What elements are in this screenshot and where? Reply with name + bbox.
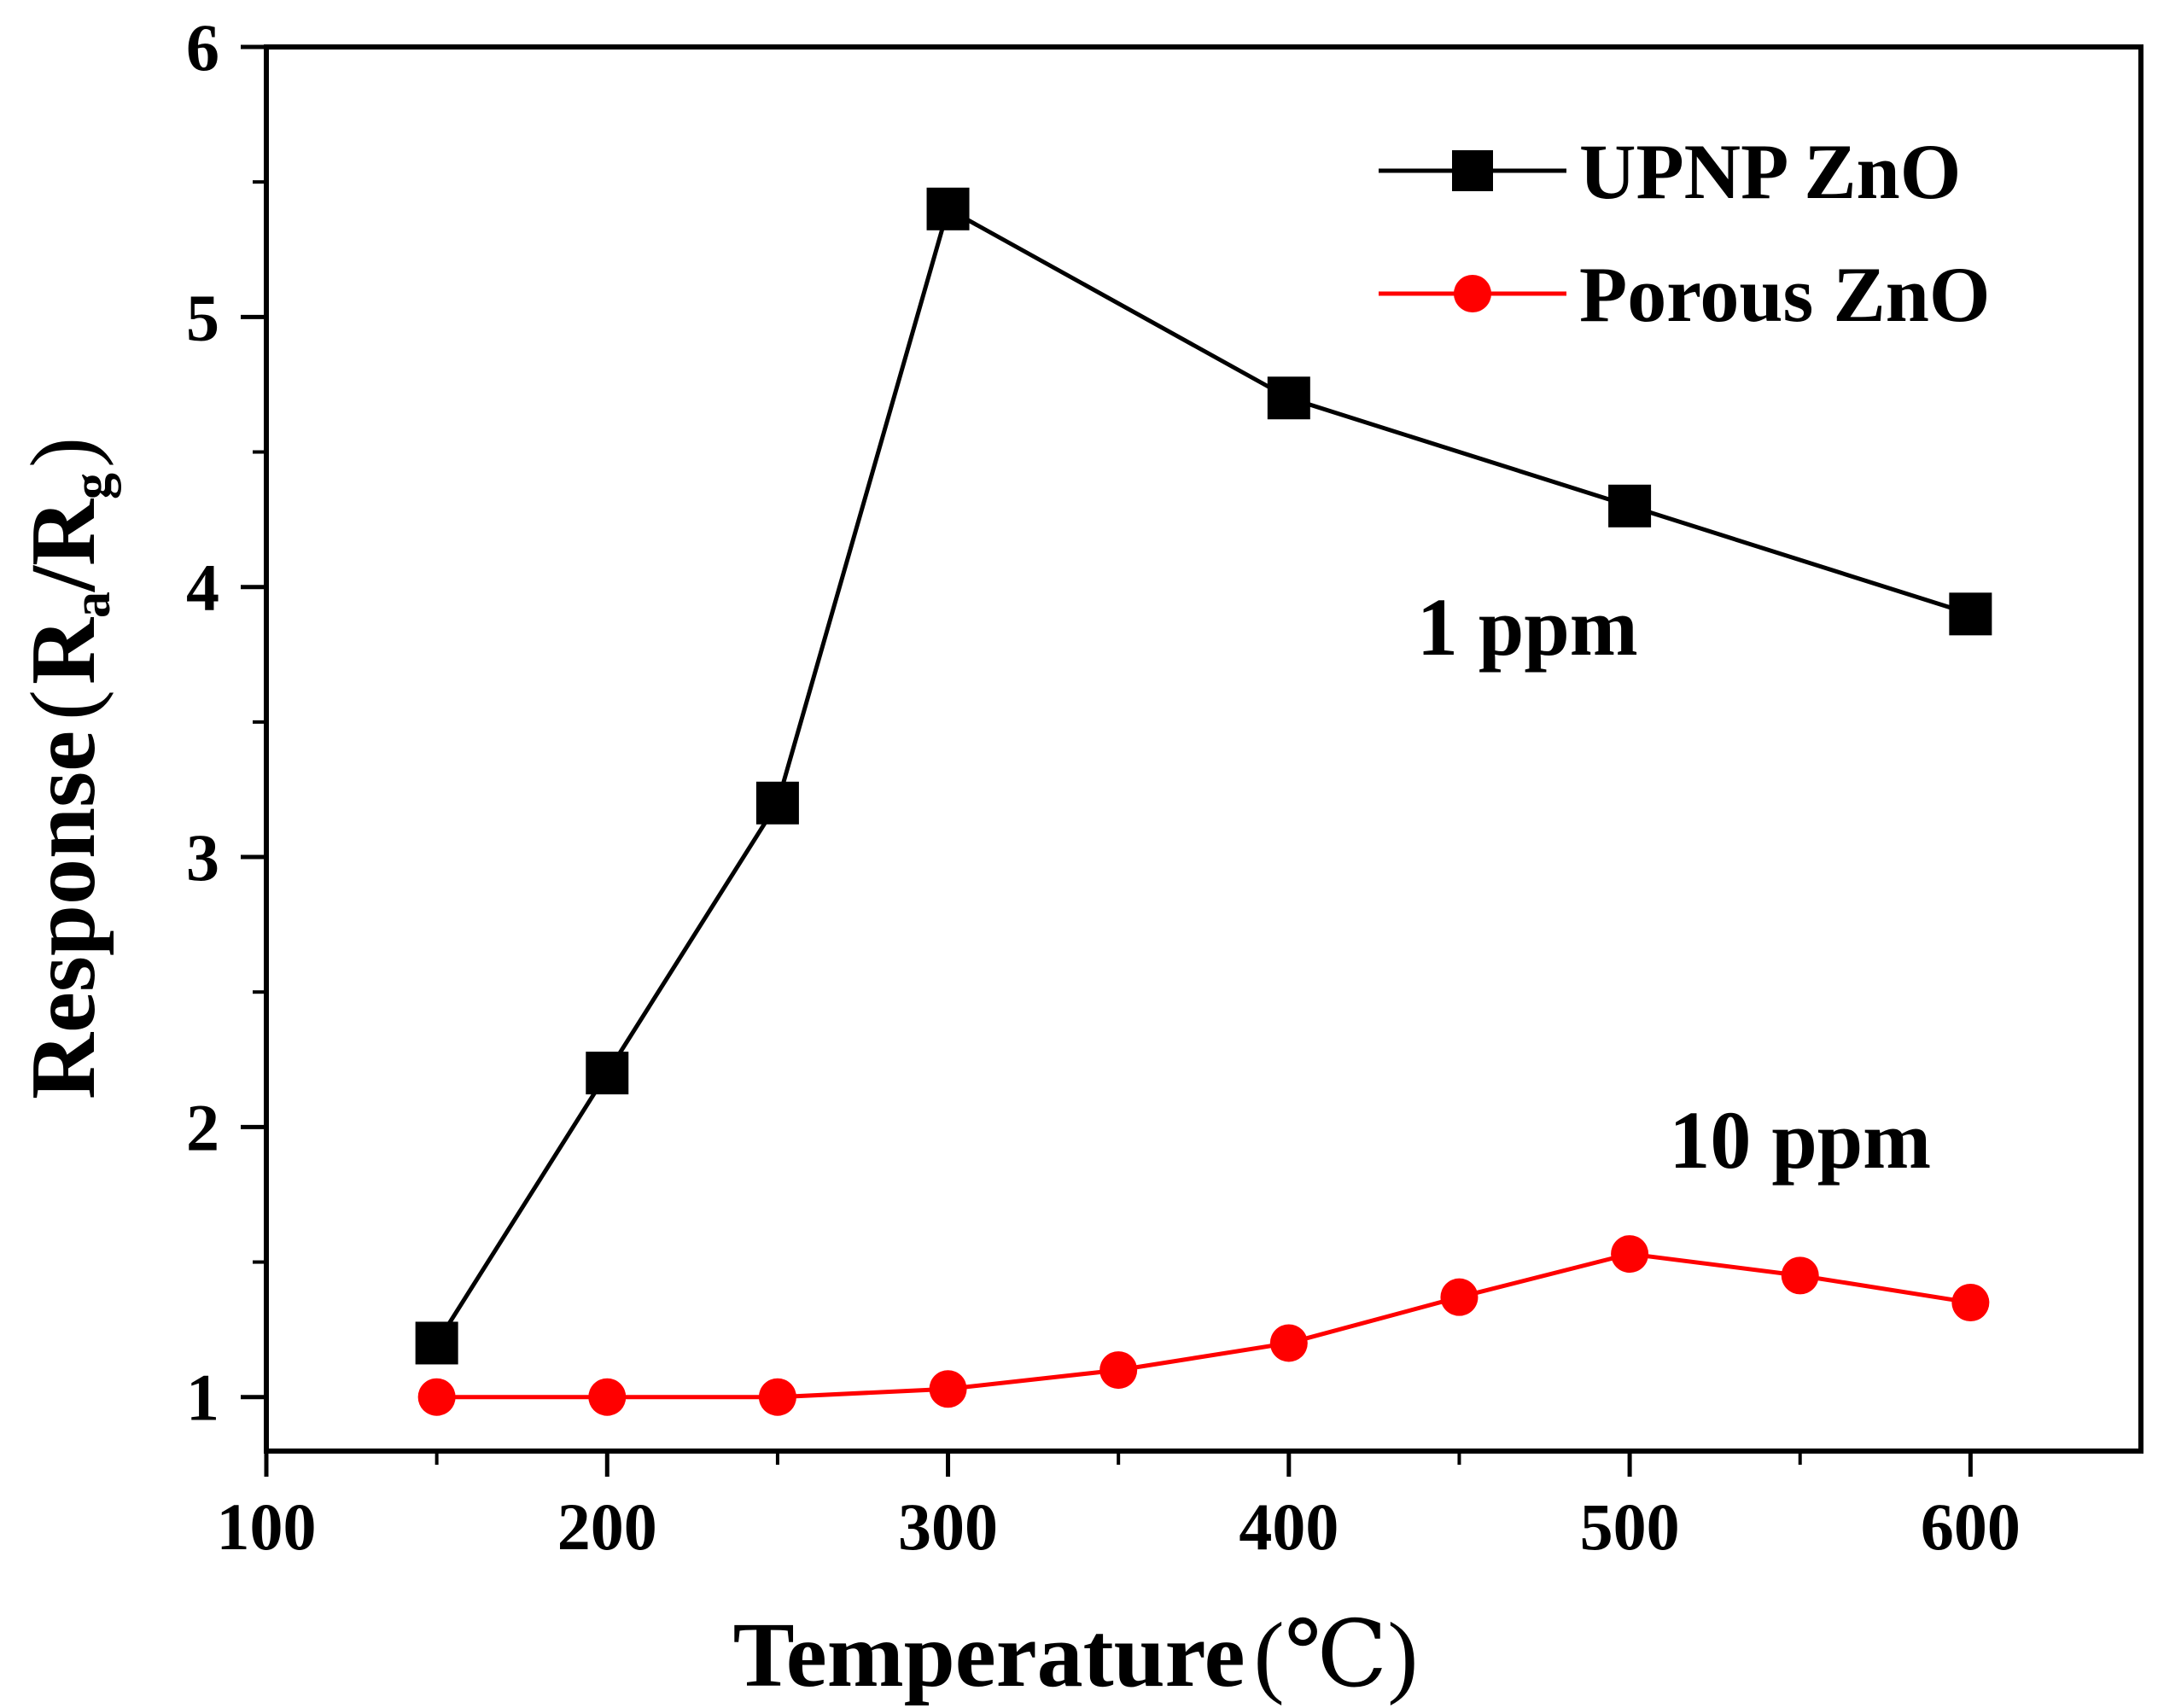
legend-marker-upnp	[1452, 150, 1493, 191]
data-point-upnp-zno	[1267, 376, 1310, 420]
series-layer	[415, 187, 1992, 1416]
annotation-1ppm: 1 ppm	[1417, 581, 1638, 673]
x-tick-label: 400	[1239, 1489, 1339, 1564]
y-axis-title-sub-g: g	[63, 473, 121, 499]
y-axis-title-paren-close: )	[13, 437, 114, 468]
legend-marker-porous	[1454, 275, 1491, 312]
y-axis-title-r1: R	[13, 617, 114, 685]
data-point-porous-zno	[1099, 1351, 1138, 1390]
data-point-porous-zno	[758, 1378, 796, 1416]
y-tick-label: 3	[186, 820, 219, 895]
y-tick-label: 1	[186, 1361, 219, 1435]
y-axis-title-paren-open: (	[13, 690, 114, 720]
x-axis-title-main: Temperature	[733, 1605, 1245, 1706]
data-point-porous-zno	[1611, 1235, 1649, 1274]
x-axis-title: Temperature(℃)	[733, 1605, 1419, 1706]
data-point-upnp-zno	[1949, 592, 1992, 636]
data-point-upnp-zno	[926, 187, 970, 230]
data-point-upnp-zno	[586, 1052, 629, 1095]
data-point-upnp-zno	[755, 781, 799, 825]
data-point-porous-zno	[1440, 1278, 1479, 1316]
data-point-porous-zno	[588, 1378, 627, 1416]
x-axis-title-unit: (℃)	[1254, 1605, 1419, 1706]
y-tick-label: 5	[186, 280, 219, 354]
annotation-10ppm: 10 ppm	[1669, 1094, 1931, 1186]
y-tick-label: 4	[186, 551, 219, 625]
y-tick-label: 6	[186, 10, 219, 85]
data-point-porous-zno	[1781, 1256, 1819, 1295]
x-tick-label: 500	[1580, 1489, 1680, 1564]
x-tick-label: 200	[557, 1489, 657, 1564]
ticks	[241, 44, 1973, 1477]
x-tick-label: 100	[217, 1489, 317, 1564]
data-point-porous-zno	[1269, 1324, 1308, 1362]
x-tick-label: 300	[898, 1489, 998, 1564]
y-axis-title-main: Response	[13, 731, 114, 1099]
data-point-porous-zno	[929, 1370, 967, 1408]
y-axis-title-slash-r: /R	[13, 498, 114, 593]
series-line-porous-zno	[436, 1251, 1971, 1400]
legend-label-upnp: UPNP ZnO	[1579, 128, 1961, 215]
tick-labels: 100 200 300 400 500 600 1 2 3 4 5 6	[186, 10, 2021, 1564]
y-axis-title: Response ( Ra/Rg)	[13, 437, 121, 1099]
legend: UPNP ZnO Porous ZnO	[1379, 128, 1990, 338]
data-point-porous-zno	[417, 1378, 456, 1416]
y-axis-title-sub-a: a	[63, 592, 121, 618]
data-point-upnp-zno	[415, 1321, 458, 1365]
data-point-porous-zno	[1951, 1284, 1990, 1322]
legend-label-porous: Porous ZnO	[1579, 251, 1990, 338]
plot-frame	[264, 44, 2143, 1454]
x-tick-label: 600	[1921, 1489, 2021, 1564]
data-point-upnp-zno	[1608, 484, 1652, 528]
y-tick-label: 2	[186, 1090, 219, 1164]
